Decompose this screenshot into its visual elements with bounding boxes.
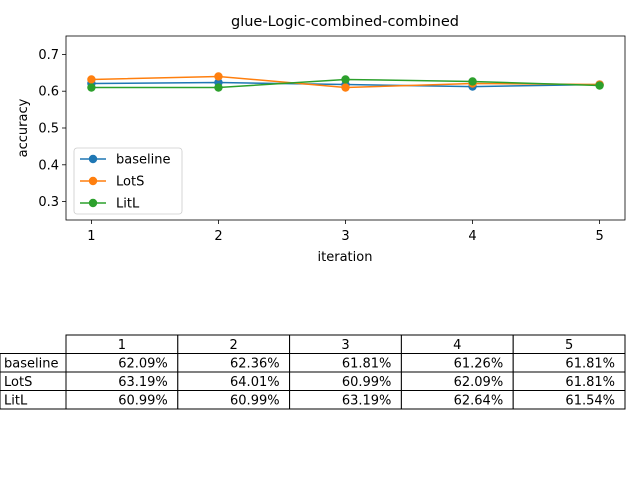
y-tick-label: 0.4: [38, 158, 59, 173]
table-cell-value: 61.81%: [342, 357, 392, 372]
data-point-LitL: [595, 81, 604, 90]
y-tick-label: 0.3: [38, 195, 59, 210]
table-cell-value: 62.36%: [230, 357, 280, 372]
legend-marker-LitL: [88, 198, 98, 208]
table-row-label: LitL: [4, 394, 28, 409]
table-cell-value: 60.99%: [342, 375, 392, 390]
table-column-header: 5: [565, 338, 573, 353]
table-cell-value: 62.09%: [454, 375, 504, 390]
legend-box: [73, 147, 183, 215]
table-cell-value: 60.99%: [118, 394, 168, 409]
table-cell-value: 64.01%: [230, 375, 280, 390]
y-tick-label: 0.7: [38, 48, 59, 63]
table-cell-value: 61.81%: [565, 357, 615, 372]
x-tick-label: 1: [87, 229, 95, 244]
legend-marker-baseline: [88, 154, 98, 164]
table-cell-value: 63.19%: [118, 375, 168, 390]
legend-label-LitL: LitL: [116, 197, 140, 212]
x-tick-label: 3: [341, 229, 349, 244]
table-cell-value: 62.64%: [454, 394, 504, 409]
table-cell-value: 62.09%: [118, 357, 168, 372]
y-tick-label: 0.5: [38, 122, 59, 137]
data-point-LitL: [341, 75, 350, 84]
axes-frame: [65, 35, 626, 221]
x-axis-label: iteration: [318, 250, 373, 265]
y-axis-label: accuracy: [16, 98, 31, 157]
legend-label-baseline: baseline: [116, 153, 170, 168]
table-column-header: 1: [118, 338, 126, 353]
plot-area: 0.3 0.4 0.5 0.6 0.7 1 2 3 4 5: [38, 35, 626, 244]
data-point-LotS: [87, 75, 96, 84]
data-point-LitL: [468, 77, 477, 86]
table-column-header: 2: [230, 338, 238, 353]
data-point-LotS: [214, 72, 223, 81]
table-cell-value: 60.99%: [230, 394, 280, 409]
data-point-LitL: [214, 83, 223, 92]
chart-title: glue-Logic-combined-combined: [231, 14, 459, 30]
data-point-LotS: [341, 83, 350, 92]
legend: baseline LotS LitL: [73, 147, 183, 215]
table-cell-value: 61.81%: [565, 375, 615, 390]
data-table: 1 2 3 4 5 baseline 62.09% 62.36% 61.81% 61.26% 61.…: [0, 334, 626, 410]
x-tick-label: 4: [468, 229, 476, 244]
x-tick-label: 5: [595, 229, 603, 244]
table-row-label: LotS: [4, 375, 32, 390]
table-cell-value: 63.19%: [342, 394, 392, 409]
table-column-header: 3: [341, 338, 349, 353]
legend-label-LotS: LotS: [116, 175, 144, 190]
y-tick-label: 0.6: [38, 85, 59, 100]
legend-marker-LotS: [88, 176, 98, 186]
table-cell-value: 61.26%: [454, 357, 504, 372]
table-cell-value: 61.54%: [565, 394, 615, 409]
data-point-LitL: [87, 83, 96, 92]
table-cell: [512, 390, 626, 410]
x-tick-label: 2: [214, 229, 222, 244]
table-row-label: baseline: [4, 357, 58, 372]
table-column-header: 4: [453, 338, 461, 353]
